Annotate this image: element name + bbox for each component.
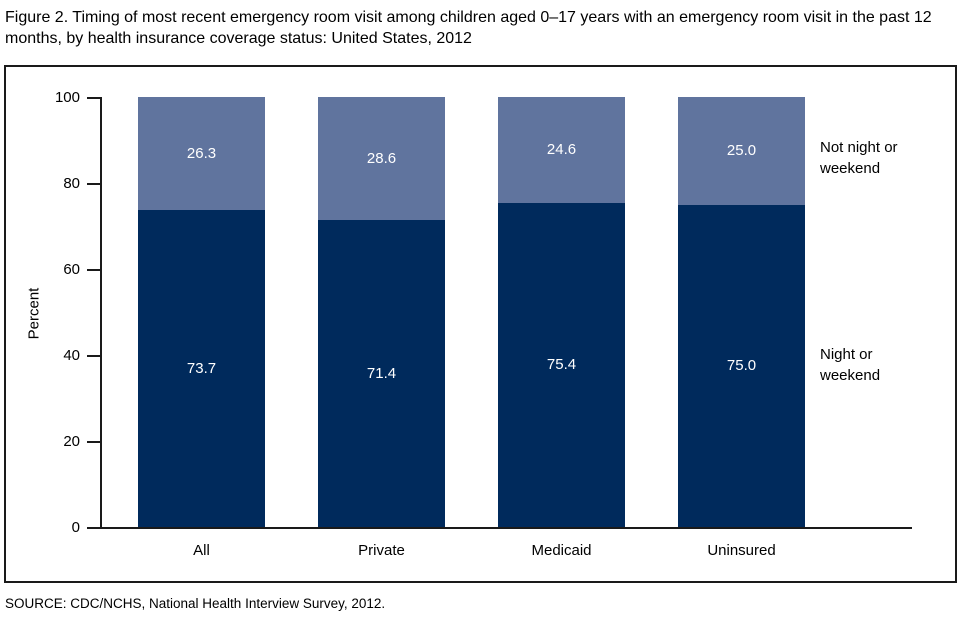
bar-segment-night-or-weekend: 75.4 (498, 202, 625, 527)
bar-segment-not-night-or-weekend: 25.0 (678, 97, 805, 205)
y-tick (87, 441, 101, 443)
y-tick (87, 97, 101, 99)
bar-segment-not-night-or-weekend: 26.3 (138, 97, 265, 211)
bar-value-label: 73.7 (186, 360, 217, 378)
y-axis-line (100, 97, 102, 529)
bar-value-label: 75.4 (546, 356, 577, 374)
bar-segment-night-or-weekend: 73.7 (138, 210, 265, 527)
y-axis-title-wrap: Percent (22, 97, 46, 529)
bar-private: 28.6 71.4 (318, 97, 445, 527)
category-label-medicaid: Medicaid (531, 542, 592, 559)
y-tick (87, 183, 101, 185)
bar-value-label: 75.0 (726, 357, 757, 375)
figure-title: Figure 2. Timing of most recent emergenc… (5, 9, 932, 47)
category-label-all: All (193, 542, 210, 559)
bar-segment-night-or-weekend: 71.4 (318, 219, 445, 527)
category-label-private: Private (358, 542, 405, 559)
bar-segment-not-night-or-weekend: 24.6 (498, 97, 625, 203)
y-tick-label: 100 (54, 89, 80, 106)
category-label-uninsured: Uninsured (707, 542, 776, 559)
x-axis-line (100, 527, 912, 529)
y-tick-label: 20 (63, 433, 80, 450)
y-tick-label: 80 (63, 175, 80, 192)
bar-value-label: 28.6 (366, 149, 397, 167)
source-note: SOURCE: CDC/NCHS, National Health Interv… (5, 596, 386, 611)
bar-value-label: 26.3 (186, 145, 217, 163)
y-tick (87, 355, 101, 357)
bar-value-label: 24.6 (546, 141, 577, 159)
bar-segment-not-night-or-weekend: 28.6 (318, 97, 445, 220)
y-tick (87, 269, 101, 271)
bar-uninsured: 25.0 75.0 (678, 97, 805, 527)
bar-value-label: 25.0 (726, 142, 757, 160)
series-label-night-or-weekend: Night or weekend (820, 346, 881, 384)
series-label-not-night-or-weekend: Not night or weekend (820, 139, 898, 177)
bar-medicaid: 24.6 75.4 (498, 97, 625, 527)
y-tick (87, 527, 101, 529)
bar-segment-night-or-weekend: 75.0 (678, 204, 805, 527)
chart-frame: Percent 0 20 40 60 80 100 26.3 73.7 All 28.6 71.4… (4, 65, 957, 583)
bar-all: 26.3 73.7 (138, 97, 265, 527)
y-axis-title: Percent (25, 287, 43, 339)
y-tick-label: 60 (63, 261, 80, 278)
y-tick-label: 40 (63, 347, 80, 364)
y-tick-label: 0 (71, 519, 80, 536)
bar-value-label: 71.4 (366, 364, 397, 382)
